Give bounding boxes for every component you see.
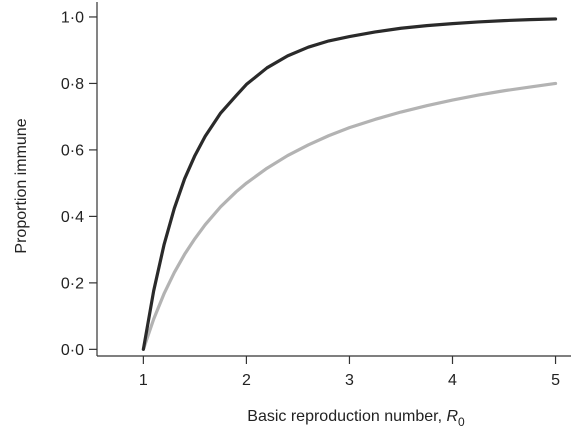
y-tick-label-4: 0·8: [61, 76, 84, 93]
series-line-0: [141, 17, 558, 351]
y-tick-label-2: 0·4: [61, 209, 84, 226]
x-tick-label-3: 4: [448, 372, 457, 389]
x-axis-label-symbol: R: [446, 408, 458, 425]
x-axis-label: Basic reproduction number, R0: [247, 408, 465, 429]
plot-area: 0·0 0·2 0·4 0·6 0·8 1·0 1 2 3 4 5: [61, 2, 571, 389]
y-tick-label-5: 1·0: [61, 9, 84, 26]
x-axis-label-text: Basic reproduction number,: [247, 408, 446, 425]
x-axis-label-subscript: 0: [458, 415, 465, 429]
y-tick-label-3: 0·6: [61, 142, 84, 159]
y-axis-label: Proportion immune: [13, 118, 30, 253]
series-line-1: [141, 81, 558, 351]
x-tick-label-4: 5: [551, 372, 560, 389]
x-tick-label-0: 1: [139, 372, 148, 389]
y-tick-label-0: 0·0: [61, 342, 84, 359]
x-tick-label-1: 2: [242, 372, 251, 389]
y-tick-label-1: 0·2: [61, 275, 84, 292]
x-tick-label-2: 3: [345, 372, 354, 389]
